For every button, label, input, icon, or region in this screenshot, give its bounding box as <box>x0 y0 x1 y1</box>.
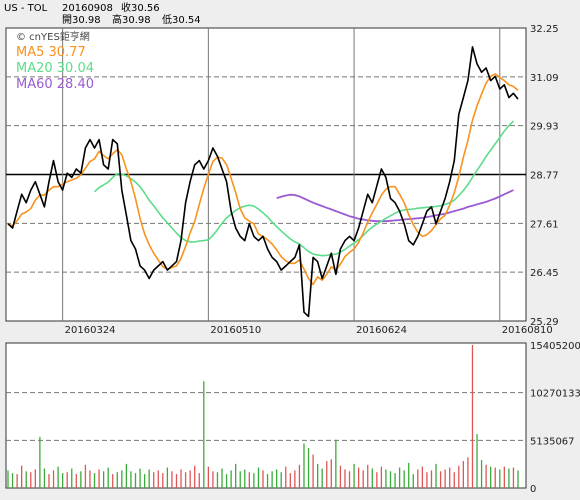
date-label: 20160908 <box>62 3 113 14</box>
close-label: 收30.56 <box>121 1 160 14</box>
series-line-ma60 <box>276 189 514 223</box>
watermark-text: © cnYES鉅亨網 <box>16 30 90 43</box>
price-y-tick-label: 27.61 <box>530 219 559 230</box>
x-tick-label: 20160810 <box>502 325 553 336</box>
x-tick-label: 20160324 <box>65 325 116 336</box>
volume-y-tick-label: 5135067 <box>530 436 575 447</box>
legend-item-ma60: MA60 28.40 <box>16 77 94 92</box>
price-y-tick-label: 32.25 <box>530 24 559 35</box>
price-x-tick-labels: 20160324 20160510 20160624 20160810 <box>65 325 553 336</box>
x-tick-label: 20160624 <box>356 325 407 336</box>
price-y-tick-label: 28.77 <box>530 171 559 182</box>
high-label: 高30.98 <box>112 13 151 26</box>
x-tick-label: 20160510 <box>210 325 261 336</box>
price-y-tick-label: 29.93 <box>530 122 559 133</box>
volume-panel-bg <box>5 342 527 489</box>
price-y-tick-label: 31.09 <box>530 73 559 84</box>
volume-y-tick-label: 15405200 <box>530 341 580 352</box>
price-y-tick-labels: 32.25 31.09 29.93 28.77 27.61 26.45 25.29 <box>530 24 559 328</box>
legend-item-ma5: MA5 30.77 <box>16 45 86 60</box>
volume-bars <box>7 345 519 488</box>
series-line-price <box>7 46 519 318</box>
volume-gridlines <box>6 392 526 441</box>
price-y-tick-label: 26.45 <box>530 268 559 279</box>
volume-y-tick-label: 0 <box>530 484 536 495</box>
volume-y-tick-label: 10270133 <box>530 389 580 400</box>
volume-y-tick-labels: 15405200 10270133 5135067 0 <box>530 341 580 495</box>
open-label: 開30.98 <box>62 14 101 26</box>
symbol-label: US - TOL <box>4 3 48 14</box>
low-label: 低30.54 <box>162 13 201 26</box>
price-y-tick-label: 25.29 <box>530 317 559 328</box>
legend-item-ma20: MA20 30.04 <box>16 61 94 76</box>
price-series-lines <box>7 46 519 318</box>
